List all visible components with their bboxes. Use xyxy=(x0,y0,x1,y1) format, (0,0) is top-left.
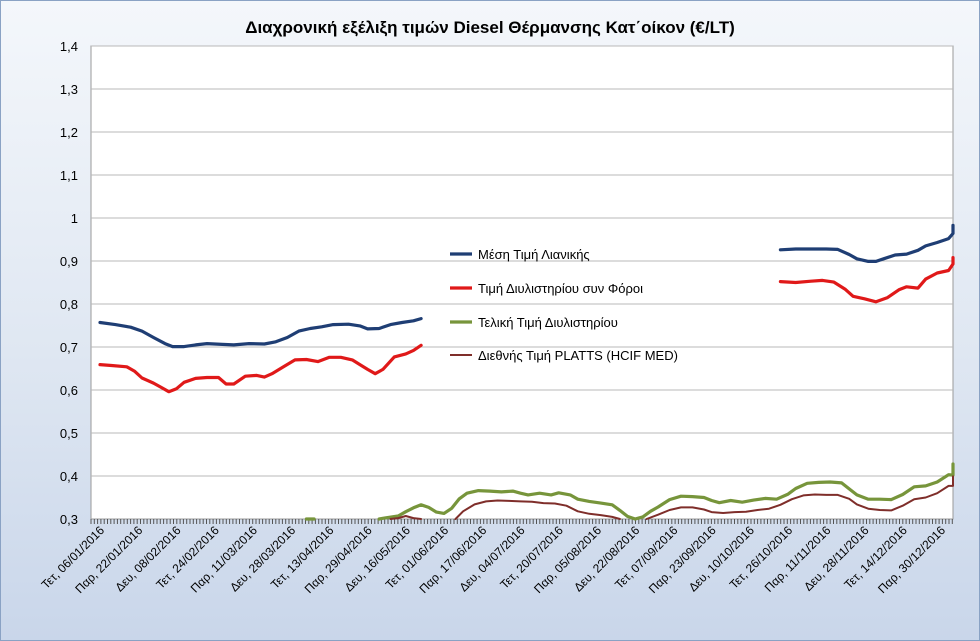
x-tick-label: Παρ, 11/03/2016 xyxy=(188,523,261,596)
x-tick-label: Παρ, 05/08/2016 xyxy=(531,523,604,596)
y-tick-label: 1 xyxy=(71,211,78,226)
x-tick-label: Παρ, 22/01/2016 xyxy=(72,523,145,596)
series-line-3 xyxy=(377,462,955,521)
legend-label-1: Μέση Τιμή Λιανικής xyxy=(478,247,590,262)
x-tick-label: Δευ, 28/11/2016 xyxy=(801,523,872,594)
gridlines xyxy=(91,45,953,477)
y-tick-label: 1,2 xyxy=(60,125,78,140)
x-tick-label: Δευ, 08/02/2016 xyxy=(112,523,183,594)
legend-label-2: Τιμή Διυλιστηρίου συν Φόροι xyxy=(478,281,643,296)
y-tick-label: 1,1 xyxy=(60,168,78,183)
legend: Μέση Τιμή Λιανικής Τιμή Διυλιστηρίου συν … xyxy=(450,247,678,363)
x-tick-label: Παρ, 23/09/2016 xyxy=(646,523,719,596)
x-tick-label: Δευ, 16/05/2016 xyxy=(342,523,413,594)
x-tick-label: Δευ, 22/08/2016 xyxy=(571,523,642,594)
y-tick-label: 0,3 xyxy=(60,512,78,527)
x-tick-label: Δευ, 10/10/2016 xyxy=(686,523,757,594)
series-line-1 xyxy=(98,317,423,349)
y-tick-label: 0,4 xyxy=(60,469,78,484)
x-tick-label: Παρ, 29/04/2016 xyxy=(302,523,375,596)
y-axis: 0,3 0,4 0,5 0,6 0,7 0,8 0,9 1 1,1 1,2 1,3 1,4 xyxy=(60,39,78,527)
series-line-4 xyxy=(645,475,954,520)
x-tick-label: Δευ, 28/03/2016 xyxy=(227,523,298,594)
y-tick-label: 1,3 xyxy=(60,82,78,97)
y-tick-label: 0,8 xyxy=(60,297,78,312)
y-tick-label: 0,9 xyxy=(60,254,78,269)
y-tick-label: 0,5 xyxy=(60,426,78,441)
legend-label-3: Τελική Τιμή Διυλιστηρίου xyxy=(478,315,618,330)
series-line-2 xyxy=(98,343,423,394)
legend-label-4: Διεθνής Τιμή PLATTS (HCIF MED) xyxy=(478,348,678,363)
series-line-4 xyxy=(389,515,423,520)
x-tick-label: Παρ, 17/06/2016 xyxy=(416,523,489,596)
series-line-4 xyxy=(454,499,621,520)
series-line-1 xyxy=(778,223,955,263)
series-line-2 xyxy=(778,256,955,304)
y-tick-label: 1,4 xyxy=(60,39,78,54)
x-tick-label: Δευ, 04/07/2016 xyxy=(456,523,527,594)
x-tick-label: Παρ, 30/12/2016 xyxy=(875,523,948,596)
y-tick-label: 0,6 xyxy=(60,383,78,398)
chart-title: Διαχρονική εξέλιξη τιμών Diesel Θέρμανση… xyxy=(245,18,735,37)
series-layer xyxy=(98,223,955,521)
x-tick-label: Παρ, 11/11/2016 xyxy=(762,523,834,595)
y-tick-label: 0,7 xyxy=(60,340,78,355)
